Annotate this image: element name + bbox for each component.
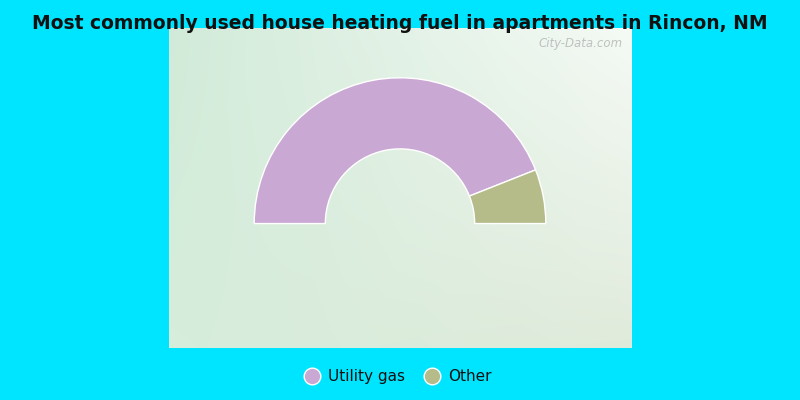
Wedge shape	[470, 170, 546, 224]
Text: City-Data.com: City-Data.com	[538, 37, 622, 50]
Wedge shape	[254, 78, 535, 224]
Text: Most commonly used house heating fuel in apartments in Rincon, NM: Most commonly used house heating fuel in…	[32, 14, 768, 33]
Legend: Utility gas, Other: Utility gas, Other	[302, 363, 498, 390]
